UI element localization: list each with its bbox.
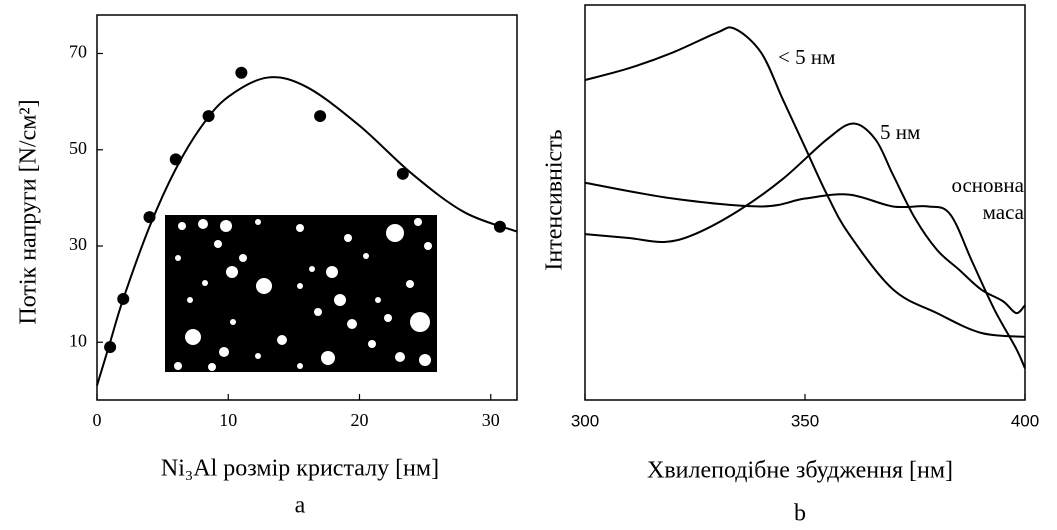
x-tick-label: 350 <box>791 411 819 430</box>
data-point <box>117 292 130 305</box>
x-tick-label: 10 <box>219 410 237 430</box>
series-line <box>584 181 1026 369</box>
series-label: < 5 нм <box>778 45 836 69</box>
data-point <box>314 110 327 123</box>
series-line <box>584 26 1026 338</box>
inset-micrograph <box>165 215 437 372</box>
plot-frame <box>96 14 518 401</box>
series-label: основна маса <box>951 173 1024 224</box>
y-tick-label: 70 <box>69 42 87 62</box>
y-axis-label: Потік напруги [N/см²] <box>16 99 42 324</box>
data-point <box>235 66 248 79</box>
x-axis-label: Ni₃Al розмір кристалу [нм] <box>161 456 439 482</box>
x-tick-label: 0 <box>93 410 102 430</box>
data-point <box>396 167 409 180</box>
data-point <box>169 153 182 166</box>
data-point <box>104 341 117 354</box>
x-tick-label: 300 <box>571 411 599 430</box>
data-point <box>202 110 215 123</box>
panel-label: b <box>794 501 806 527</box>
data-point <box>493 220 506 233</box>
x-tick-label: 400 <box>1011 411 1039 430</box>
x-tick-label: 30 <box>482 410 500 430</box>
panel-label: a <box>295 493 306 519</box>
y-tick-label: 30 <box>69 234 87 254</box>
series-label: 5 нм <box>880 120 921 144</box>
y-tick-label: 50 <box>69 138 87 158</box>
y-tick-label: 10 <box>69 330 87 350</box>
data-point <box>143 211 156 224</box>
x-axis-label: Хвилеподібне збудження [нм] <box>647 458 953 484</box>
x-tick-label: 20 <box>351 410 369 430</box>
y-axis-label: Інтенсивність <box>542 129 568 270</box>
